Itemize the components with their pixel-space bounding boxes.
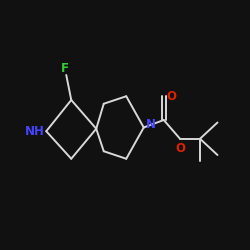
Text: O: O [175,142,185,155]
Text: F: F [61,62,69,75]
Text: O: O [167,90,177,103]
Text: NH: NH [25,125,45,138]
Text: N: N [146,118,156,132]
